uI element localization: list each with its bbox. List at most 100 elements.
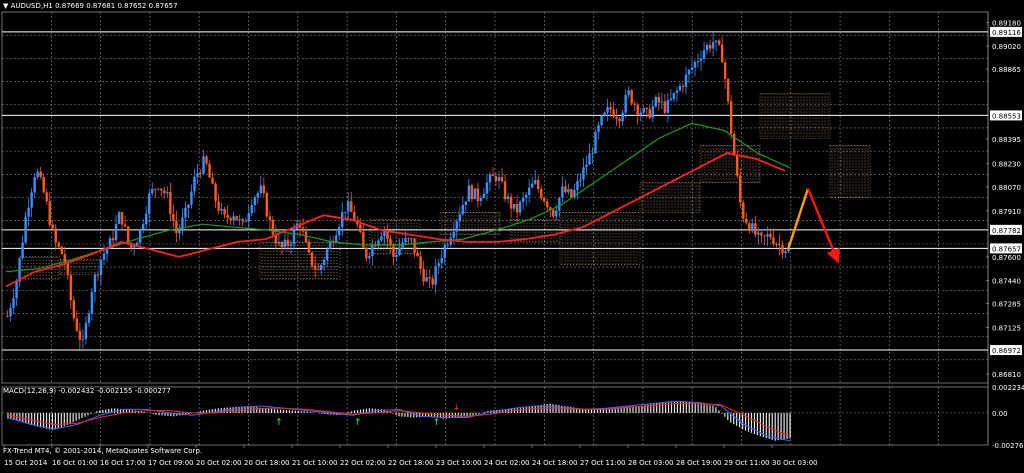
- candle-bull: [694, 62, 696, 68]
- macd-tick-label: 0.002234: [992, 384, 1024, 392]
- candle-bear: [160, 189, 162, 191]
- candle-bull: [456, 221, 458, 231]
- candle-bull: [27, 208, 29, 217]
- time-label: 22 Oct 02:00: [340, 459, 386, 467]
- candle-bull: [187, 205, 189, 208]
- time-label: 30 Oct 03:00: [772, 459, 818, 467]
- candle-bear: [223, 209, 225, 215]
- candle-bear: [353, 212, 355, 220]
- candle-bear: [175, 221, 177, 233]
- candle-bull: [528, 188, 530, 195]
- candle-bull: [91, 292, 93, 314]
- candle-bull: [184, 208, 186, 218]
- candle-bear: [742, 202, 744, 218]
- candle-bull: [260, 186, 262, 194]
- candle-bull: [519, 202, 521, 213]
- candle-bull: [643, 108, 645, 113]
- candle-bull: [627, 90, 629, 95]
- candle-bull: [661, 102, 663, 103]
- candle-bear: [781, 245, 783, 253]
- candle-bear: [359, 224, 361, 232]
- candle-bear: [242, 219, 244, 222]
- candle-bull: [585, 165, 587, 167]
- candle-bear: [263, 186, 265, 193]
- time-label: 16 Oct 17:00: [100, 459, 146, 467]
- candle-bull: [441, 258, 443, 263]
- candle-bear: [97, 275, 99, 276]
- candle-bull: [148, 193, 150, 213]
- cloud-band: [830, 146, 870, 198]
- time-label: 27 Oct 11:00: [580, 459, 626, 467]
- candle-bull: [513, 204, 515, 209]
- candle-bull: [534, 180, 536, 184]
- candle-bull: [21, 242, 23, 258]
- candle-bear: [504, 181, 506, 199]
- candle-bull: [82, 339, 84, 340]
- grid: [2, 12, 988, 445]
- candle-bull: [293, 229, 295, 244]
- candle-bear: [302, 228, 304, 232]
- price-tag-label: 0.86972: [992, 347, 1021, 355]
- candle-bull: [33, 177, 35, 192]
- projection-arrows: [788, 189, 836, 257]
- price-tick-label: 0.87910: [992, 208, 1021, 216]
- candles: [6, 32, 789, 348]
- candle-bear: [646, 108, 648, 109]
- candle-bull: [465, 201, 467, 205]
- candle-bear: [46, 192, 48, 201]
- candle-bull: [697, 61, 699, 62]
- candle-bear: [763, 236, 765, 237]
- candle-bull: [425, 277, 427, 281]
- candle-bull: [9, 308, 11, 317]
- candle-bull: [202, 156, 204, 173]
- horizontal-levels: [2, 32, 988, 350]
- candle-bull: [459, 214, 461, 221]
- candle-bull: [118, 212, 120, 224]
- candle-bear: [211, 178, 213, 184]
- price-tick-label: 0.87600: [992, 254, 1021, 262]
- candle-bear: [67, 263, 69, 275]
- macd-signal-line: [8, 404, 790, 437]
- candle-bear: [52, 225, 54, 229]
- candle-bull: [395, 255, 397, 257]
- candle-bull: [103, 254, 105, 260]
- candle-bull: [133, 246, 135, 247]
- signal-up-arrow-icon: ↑: [433, 418, 441, 428]
- candle-bear: [61, 247, 63, 254]
- candle-bull: [115, 224, 117, 240]
- candle-bull: [588, 154, 590, 165]
- candle-bull: [751, 223, 753, 231]
- candle-bear: [272, 220, 274, 235]
- candle-bear: [70, 275, 72, 300]
- candle-bear: [407, 238, 409, 239]
- candle-bear: [477, 188, 479, 201]
- candle-bull: [15, 282, 17, 298]
- candle-bull: [606, 107, 608, 112]
- candle-bear: [730, 101, 732, 133]
- candle-bear: [58, 243, 60, 247]
- signal-down-arrow-icon: ↓: [453, 403, 461, 413]
- candle-bull: [248, 213, 250, 221]
- candle-bear: [154, 189, 156, 190]
- candle-bear: [754, 223, 756, 234]
- candle-bull: [290, 244, 292, 245]
- candle-bear: [748, 223, 750, 231]
- candle-bull: [166, 192, 168, 193]
- time-label: 24 Oct 18:00: [532, 459, 578, 467]
- price-tag-label: 0.88553: [992, 112, 1021, 120]
- candle-bull: [685, 74, 687, 86]
- candle-bear: [516, 204, 518, 213]
- quote-high: 0.87681: [86, 2, 115, 10]
- candle-bull: [700, 59, 702, 61]
- candle-bull: [522, 198, 524, 202]
- chevron-down-icon[interactable]: ▼: [3, 2, 8, 10]
- candle-bull: [576, 181, 578, 190]
- time-label: 28 Oct 19:00: [676, 459, 722, 467]
- quote-open: 0.87669: [55, 2, 84, 10]
- candle-bull: [380, 236, 382, 240]
- candle-bear: [612, 110, 614, 117]
- candle-bull: [757, 232, 759, 234]
- candle-bull: [220, 209, 222, 211]
